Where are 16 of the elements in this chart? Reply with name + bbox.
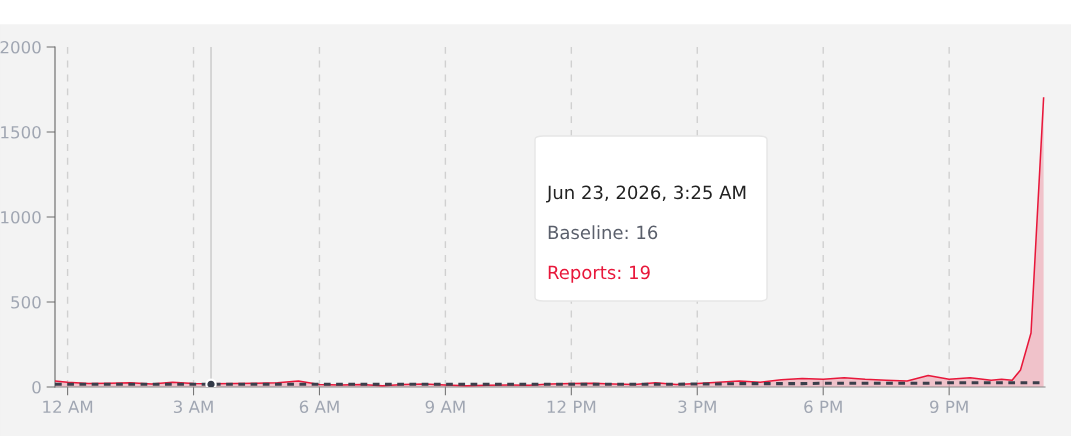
y-tick-label: 0: [32, 380, 41, 394]
x-tick-label: 3 AM: [173, 400, 213, 414]
x-tick-label: 12 PM: [547, 400, 596, 413]
y-tick-label: 2000: [0, 40, 41, 54]
annotation: Baseline: 16: [548, 225, 658, 240]
x-tick-label: 6 AM: [299, 400, 339, 414]
x-tick-label: 3 PM: [678, 400, 716, 414]
y-tick-label: 1500: [1, 125, 41, 139]
x-tick-label: 9 AM: [425, 400, 465, 414]
x-tick-label: 9 PM: [930, 400, 968, 414]
x-tick-label: 12 AM: [43, 400, 93, 413]
y-tick-label: 1000: [1, 210, 41, 224]
annotation: Reports: 19: [548, 265, 650, 283]
x-tick-label: 6 PM: [804, 400, 842, 414]
y-tick-label: 500: [11, 295, 41, 309]
annotation: Jun 23, 2026, 3:25 AM: [546, 185, 746, 203]
